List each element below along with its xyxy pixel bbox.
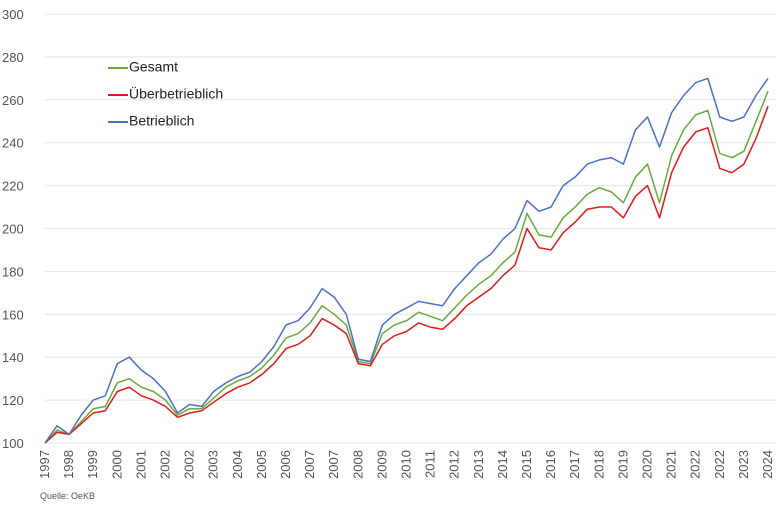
x-tick-label: 2023 — [736, 450, 751, 479]
x-tick-label: 2014 — [495, 450, 510, 479]
x-tick-label: 2009 — [374, 450, 389, 479]
x-tick-label: 1997 — [37, 450, 52, 479]
x-tick-label: 2016 — [543, 450, 558, 479]
y-tick-label: 260 — [2, 93, 24, 108]
x-tick-label: 1999 — [85, 450, 100, 479]
x-tick-label: 1998 — [61, 450, 76, 479]
x-tick-label: 2024 — [760, 450, 775, 479]
y-tick-label: 100 — [2, 436, 24, 451]
legend-label: Überbetrieblich — [129, 85, 223, 102]
x-tick-label: 2004 — [230, 450, 245, 479]
x-tick-label: 2012 — [447, 450, 462, 479]
y-tick-label: 180 — [2, 264, 24, 279]
y-tick-label: 280 — [2, 50, 24, 65]
y-tick-label: 200 — [2, 222, 24, 237]
series-line — [44, 105, 769, 444]
x-tick-label: 2000 — [109, 450, 124, 479]
legend-label: Betrieblich — [129, 113, 194, 129]
x-tick-label: 2002 — [182, 450, 197, 479]
x-tick-label: 2015 — [519, 450, 534, 479]
x-tick-label: 2001 — [133, 450, 148, 479]
x-tick-label: 2022 — [712, 450, 727, 479]
x-tick-label: 2018 — [591, 450, 606, 479]
x-tick-label: 2002 — [158, 450, 173, 479]
x-tick-label: 2003 — [206, 450, 221, 479]
source-note: Quelle: OeKB — [40, 491, 95, 501]
y-tick-label: 240 — [2, 136, 24, 151]
y-tick-label: 160 — [2, 307, 24, 322]
x-tick-label: 2007 — [326, 450, 341, 479]
x-tick-label: 2017 — [567, 450, 582, 479]
x-tick-label: 2008 — [350, 450, 365, 479]
legend-label: Gesamt — [129, 59, 178, 75]
x-tick-label: 2010 — [399, 450, 414, 479]
y-tick-label: 120 — [2, 393, 24, 408]
series-line — [44, 90, 769, 444]
series-line — [44, 77, 769, 444]
x-tick-label: 2005 — [254, 450, 269, 479]
x-tick-label: 2011 — [423, 450, 438, 478]
x-tick-label: 2007 — [302, 450, 317, 479]
x-tick-label: 2021 — [664, 450, 679, 479]
y-tick-label: 220 — [2, 179, 24, 194]
y-tick-label: 300 — [2, 7, 24, 22]
x-tick-label: 2006 — [278, 450, 293, 479]
x-tick-label: 2022 — [688, 450, 703, 479]
x-tick-label: 2013 — [471, 450, 486, 479]
y-tick-label: 140 — [2, 350, 24, 365]
x-tick-label: 2019 — [615, 450, 630, 479]
x-tick-label: 2020 — [640, 450, 655, 479]
